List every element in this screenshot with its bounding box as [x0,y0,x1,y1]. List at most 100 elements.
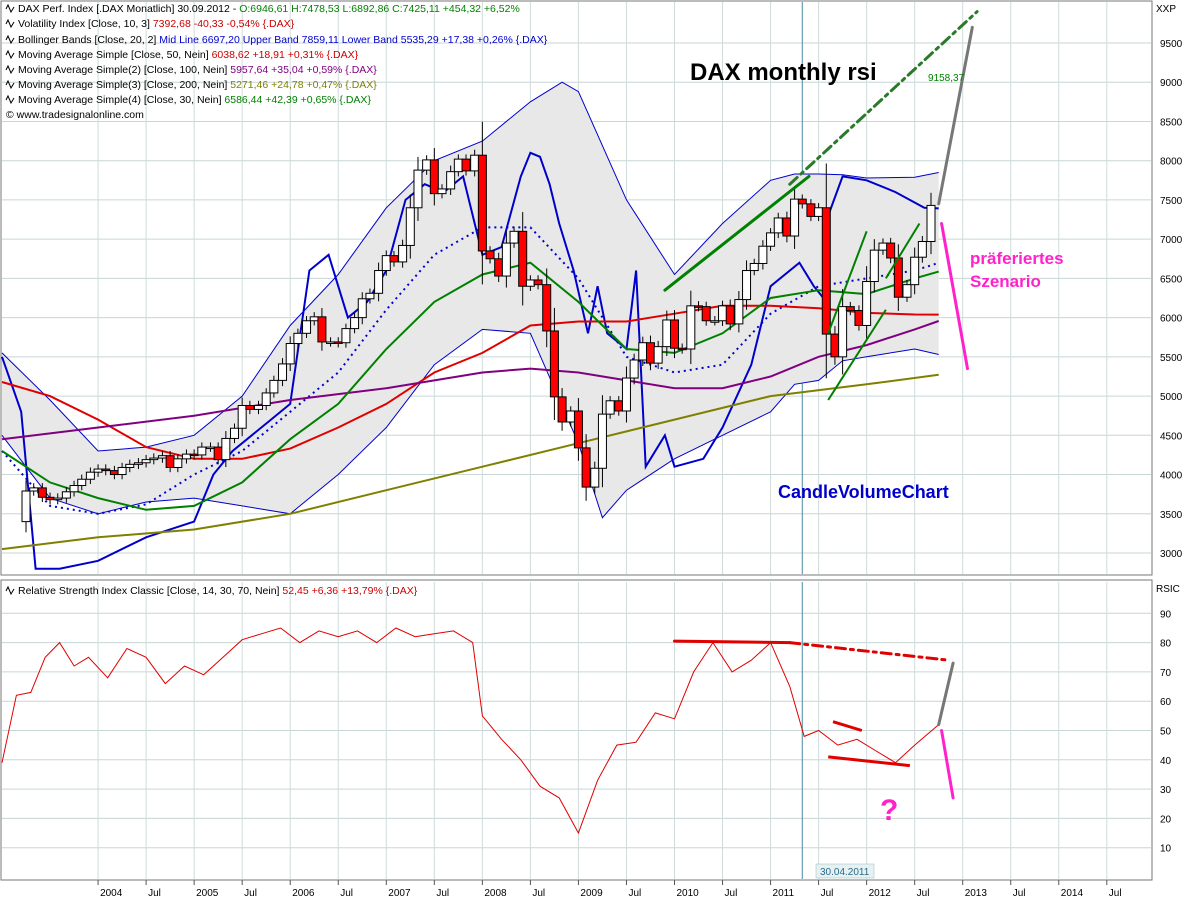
candle-body [197,446,207,456]
candle-volume-label: CandleVolumeChart [778,482,949,502]
green-channel-trendline [827,309,887,401]
candle-body [389,255,399,263]
candle-body [518,230,528,287]
rsi-tick-label: 40 [1160,756,1172,767]
candle-body [814,207,824,217]
legend-line-6[interactable]: Moving Average Simple(4) [Close, 30, Nei… [18,94,371,106]
candle-body [790,198,800,237]
price-tick-label: 3000 [1160,549,1183,560]
rsi-projection-trendline [937,661,955,727]
candle-body [710,320,720,323]
candles [21,121,936,533]
candle-body [662,319,672,348]
wave-icon [5,79,15,90]
candle-body [566,410,576,423]
candle-body [926,204,936,243]
copyright-text: © www.tradesignalonline.com [6,109,144,121]
rsi-tick-label: 80 [1160,639,1172,650]
candle-body [773,217,783,234]
cursor-date-text: 30.04.2011 [820,867,870,878]
candle-body [614,400,624,412]
time-tick-label: 2009 [580,888,603,899]
preferred-scenario-trendline [940,221,970,371]
candle-body [221,437,231,461]
price-tick-label: 8500 [1160,117,1183,128]
candle-body [653,346,663,364]
legend-line-1[interactable]: Volatility Index [Close, 10, 3] 7392,68 … [18,18,295,30]
candle-body [886,242,896,259]
rsi-legend[interactable]: Relative Strength Index Classic [Close, … [18,585,418,597]
cursor-date-tag: 30.04.2011 [815,863,875,879]
price-tick-label: 6500 [1160,274,1183,285]
candle-body [806,203,816,217]
candle-body [37,487,47,498]
rsi-tick-label: 30 [1160,785,1172,796]
price-tick-label: 4000 [1160,471,1183,482]
candle-body [854,310,864,326]
candle-body [261,392,271,406]
candle-body [333,341,343,344]
candle-body [326,341,336,344]
candle-body [205,446,215,450]
legend-line-5[interactable]: Moving Average Simple(3) [Close, 200, Ne… [18,79,377,91]
scenario-label-line2: Szenario [970,272,1041,291]
trendlines [663,10,979,800]
legend-line-3[interactable]: Moving Average Simple [Close, 50, Nein] … [18,49,359,61]
wave-icon [5,585,15,596]
candle-body [245,404,255,410]
time-tick-label: Jul [1013,888,1026,899]
rsi-scenario-trendline [940,729,955,800]
candle-body [422,159,432,171]
candle-body [141,459,151,464]
candle-body [638,342,648,361]
price-grid [2,2,1151,574]
time-tick-label: Jul [628,888,641,899]
candle-body [398,244,408,263]
time-tick-label: 2004 [100,888,123,899]
relative-strength-index-classic-line [1,627,940,835]
candle-body [509,230,519,244]
candle-body [669,319,679,349]
price-tick-label: 5500 [1160,353,1183,364]
wave-icon [5,34,15,45]
price-tick-label: 5000 [1160,392,1183,403]
price-projection-trendline [937,25,974,206]
candle-body [278,363,288,381]
candle-body [597,413,607,469]
candle-body [285,343,295,365]
legend-line-4[interactable]: Moving Average Simple(2) [Close, 100, Ne… [18,64,377,76]
legend-line-0[interactable]: DAX Perf. Index [.DAX Monatlich] 30.09.2… [18,3,520,15]
candle-body [157,455,167,459]
time-tick-label: 2010 [676,888,699,899]
candle-body [317,316,327,343]
candle-body [910,256,920,286]
price-tick-label: 6000 [1160,314,1183,325]
candle-body [725,305,735,325]
candle-body [501,242,511,277]
candle-body [117,466,127,476]
candle-body [21,490,31,523]
time-tick-label: 2006 [292,888,315,899]
candle-body [477,154,487,252]
candle-body [341,328,351,344]
candle-body [357,298,367,319]
time-tick-label: Jul [148,888,161,899]
candle-body [766,232,776,247]
chart-annotation-title: DAX monthly rsi [690,59,877,86]
time-tick-label: Jul [725,888,738,899]
wave-icon [5,49,15,60]
rsi-tick-label: 20 [1160,814,1172,825]
time-tick-label: Jul [1109,888,1122,899]
price-tick-label: 3500 [1160,510,1183,521]
candle-body [686,305,696,350]
candle-body [413,169,423,209]
candle-body [77,478,87,487]
cursor-date-box [815,863,875,879]
candle-body [149,457,159,461]
legend-line-2[interactable]: Bollinger Bands [Close, 20, 2] Mid Line … [18,34,548,46]
candle-body [69,485,79,493]
price-tick-label: 8000 [1160,157,1183,168]
candle-body [758,245,768,264]
scenario-label-line1: präferiertes [970,249,1064,268]
candle-body [405,207,415,246]
